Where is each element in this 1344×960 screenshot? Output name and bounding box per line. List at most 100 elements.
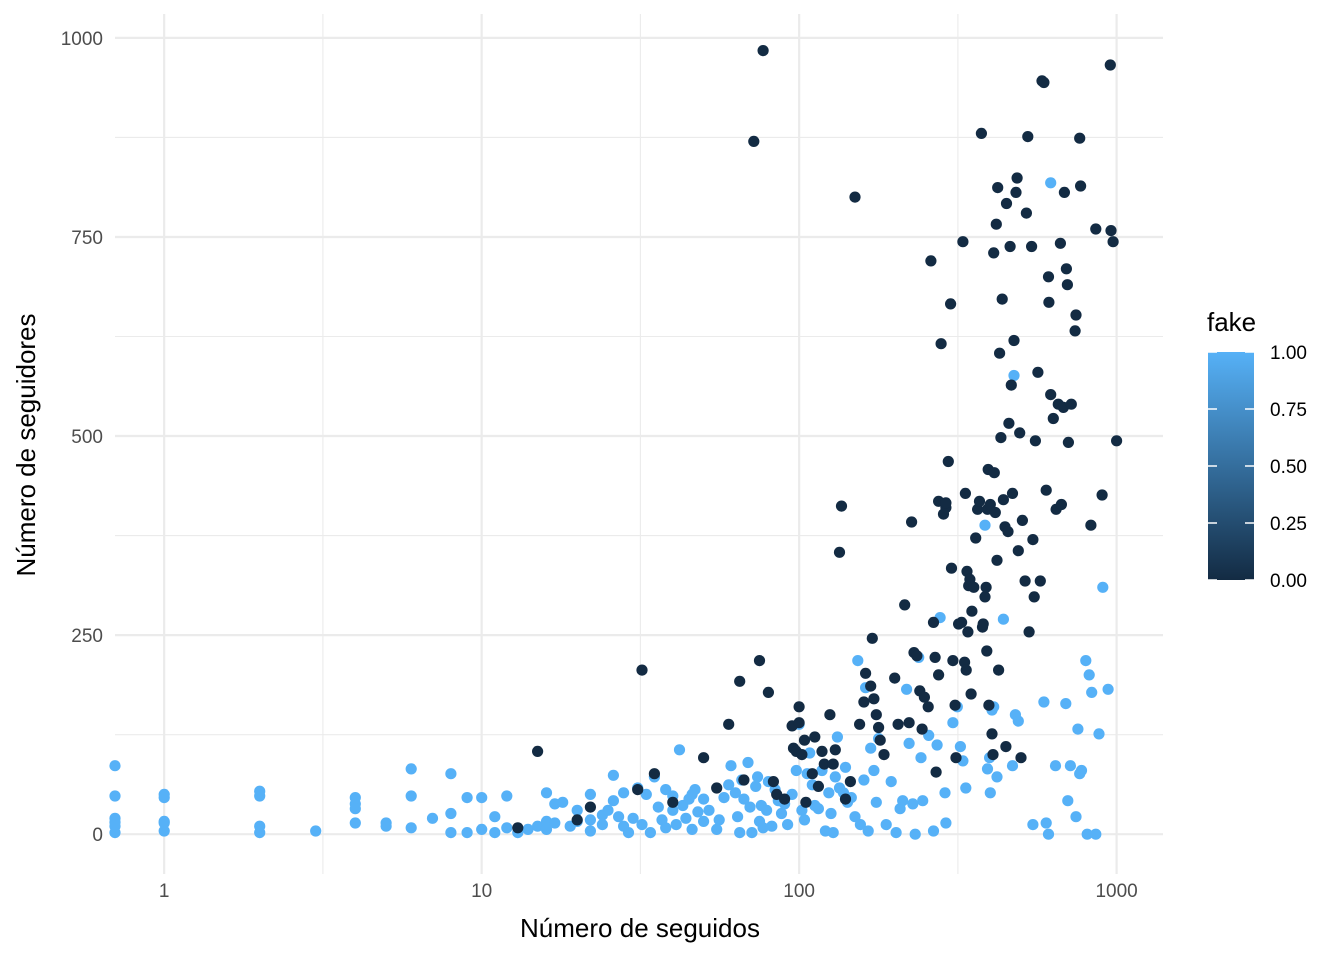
data-point [918, 691, 931, 703]
data-point [1070, 811, 1082, 823]
data-point [812, 780, 825, 793]
data-point [613, 811, 625, 823]
data-point [878, 749, 890, 761]
data-point [584, 814, 597, 826]
data-point [1011, 172, 1023, 184]
data-point [790, 764, 802, 777]
legend-tick-label: 1.00 [1270, 343, 1307, 364]
legend-title: fake [1207, 307, 1256, 337]
data-point [833, 546, 846, 558]
data-point [945, 298, 957, 310]
data-point [405, 763, 417, 775]
data-point [917, 795, 929, 807]
data-point [310, 825, 322, 837]
data-point [1027, 534, 1039, 546]
data-point [1014, 427, 1026, 439]
data-point [988, 467, 1000, 479]
data-point [991, 554, 1003, 566]
data-point [954, 741, 967, 753]
y-axis-title: Número de seguidores [11, 313, 41, 576]
data-point [670, 819, 682, 831]
data-point [652, 801, 664, 813]
data-point [839, 793, 852, 805]
data-point [1038, 76, 1050, 89]
data-point [729, 787, 742, 799]
data-point [1083, 669, 1095, 681]
data-point [798, 734, 811, 746]
data-point [1104, 59, 1116, 71]
data-point [1012, 545, 1024, 557]
data-point [1086, 686, 1098, 699]
data-point [732, 811, 744, 823]
data-point [753, 655, 766, 667]
data-point [940, 817, 952, 829]
data-point [949, 699, 961, 711]
data-point [680, 812, 692, 824]
data-point [839, 761, 852, 773]
data-point [1042, 271, 1055, 283]
data-point [866, 632, 878, 644]
data-point [744, 801, 756, 813]
data-point [584, 825, 597, 837]
data-point [1042, 828, 1055, 840]
data-point [1062, 795, 1074, 807]
data-point [989, 506, 1001, 519]
data-point [1047, 412, 1059, 425]
data-point [975, 127, 988, 139]
data-point [916, 723, 928, 735]
data-point [532, 745, 544, 758]
data-point [584, 801, 597, 813]
data-point [956, 616, 968, 629]
data-point [827, 758, 839, 770]
data-point [1065, 398, 1077, 410]
data-point [1105, 225, 1117, 237]
data-point [960, 664, 972, 676]
data-point [868, 693, 880, 705]
data-point [476, 823, 488, 836]
data-point [109, 760, 121, 772]
data-point [823, 787, 835, 799]
data-point [981, 645, 993, 657]
data-point [962, 626, 974, 638]
x-axis-tick-labels: 1 10 100 1000 [159, 881, 1138, 902]
data-point [738, 774, 750, 786]
data-point [818, 758, 830, 770]
data-point [380, 820, 392, 832]
data-point [1010, 186, 1022, 198]
data-point [571, 814, 583, 826]
data-point [906, 516, 918, 528]
data-point [512, 822, 524, 834]
data-point [349, 817, 361, 829]
data-point [673, 744, 686, 756]
data-point [824, 709, 836, 721]
data-point [667, 796, 679, 808]
data-point [782, 819, 794, 831]
data-point [1096, 489, 1108, 501]
data-point [549, 817, 561, 829]
data-point [997, 494, 1010, 506]
data-point [748, 135, 760, 147]
data-point [990, 218, 1002, 230]
data-point [1060, 698, 1072, 710]
data-point [829, 744, 841, 756]
data-point [752, 771, 764, 783]
data-point [632, 784, 644, 796]
data-point [734, 827, 746, 839]
data-point [254, 827, 266, 839]
data-point [660, 784, 672, 796]
data-point [698, 815, 710, 828]
data-point [849, 191, 861, 203]
data-point [806, 768, 818, 780]
data-point [979, 591, 991, 603]
data-point [874, 734, 886, 746]
data-point [793, 701, 805, 713]
data-point [640, 788, 652, 801]
data-point [1074, 132, 1086, 144]
data-point [734, 675, 746, 687]
data-point [988, 247, 1000, 259]
data-point [915, 752, 927, 764]
data-point [718, 792, 730, 804]
data-point [584, 788, 597, 801]
data-point [1045, 177, 1057, 189]
data-point [254, 790, 266, 802]
